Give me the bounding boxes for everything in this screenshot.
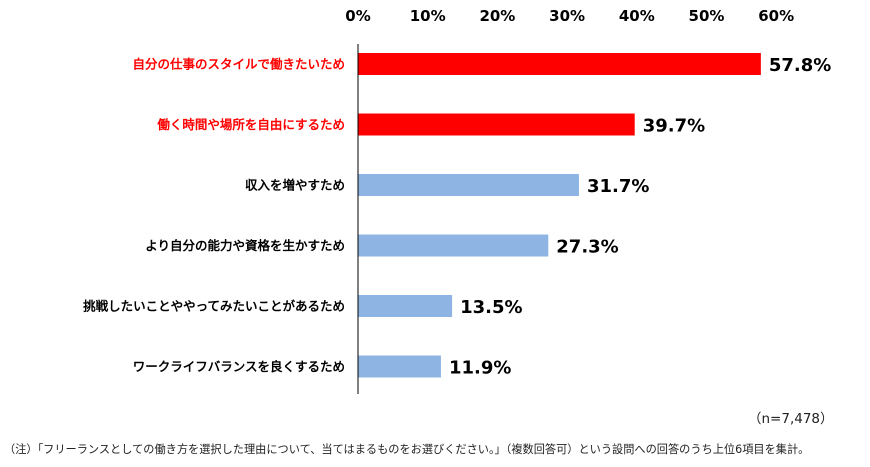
category-label: 収入を増やすため: [245, 178, 345, 193]
value-label: 39.7%: [643, 116, 705, 137]
bar: [358, 355, 441, 378]
x-tick-label: 0%: [345, 7, 370, 25]
value-label: 27.3%: [556, 237, 618, 258]
footnote: （注）「フリーランスとしての働き方を選択した理由について、当てはまるものをお選び…: [4, 443, 810, 456]
x-tick-label: 10%: [410, 7, 446, 25]
bar: [358, 174, 579, 196]
value-label: 57.8%: [769, 55, 831, 76]
bar: [358, 234, 549, 257]
category-label: 挑戦したいことややってみたいことがあるため: [83, 299, 345, 314]
category-label: 働く時間や場所を自由にするため: [156, 117, 345, 132]
value-label: 11.9%: [449, 358, 511, 379]
sample-size-note: （n=7,478）: [748, 411, 834, 427]
value-label: 31.7%: [587, 176, 649, 197]
bar: [358, 113, 635, 136]
category-label: 自分の仕事のスタイルで働きたいため: [132, 57, 345, 72]
bar: [358, 295, 453, 317]
bar: [358, 53, 761, 75]
x-tick-label: 20%: [479, 7, 515, 25]
x-tick-label: 60%: [758, 7, 794, 25]
category-label: ワークライフバランスを良くするため: [133, 359, 345, 374]
category-label: より自分の能力や資格を生かすため: [145, 238, 345, 253]
x-tick-label: 30%: [549, 7, 585, 25]
value-label: 13.5%: [460, 297, 522, 318]
x-tick-label: 50%: [689, 7, 725, 25]
x-tick-label: 40%: [619, 7, 655, 25]
